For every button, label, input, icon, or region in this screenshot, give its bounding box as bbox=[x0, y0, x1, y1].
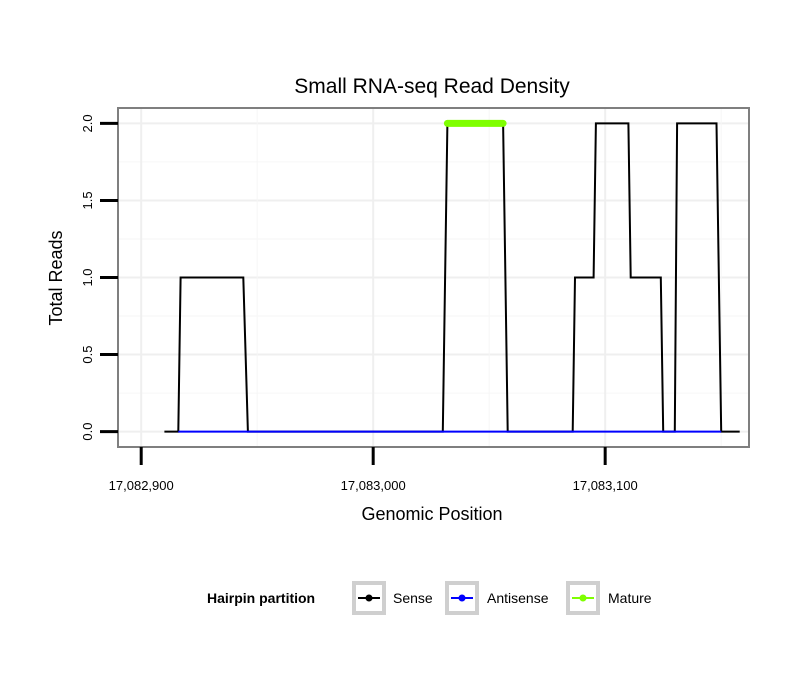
y-axis-title: Total Reads bbox=[46, 230, 66, 325]
series-layer bbox=[164, 119, 740, 433]
legend-key-point bbox=[458, 594, 466, 602]
y-tick-label: 1.0 bbox=[80, 268, 95, 286]
x-tick-label: 17,083,100 bbox=[573, 478, 638, 493]
legend-key-point bbox=[365, 594, 373, 602]
legend-item-sense: Sense bbox=[352, 581, 433, 615]
legend-item-mature: Mature bbox=[566, 581, 652, 615]
legend-item-antisense: Antisense bbox=[445, 581, 549, 615]
y-tick-label: 0.5 bbox=[80, 346, 95, 364]
legend-label: Sense bbox=[393, 590, 433, 606]
y-tick-label: 2.0 bbox=[80, 114, 95, 132]
legend-label: Antisense bbox=[487, 590, 549, 606]
x-axis: 17,082,900 17,083,000 17,083,100 bbox=[109, 447, 638, 493]
y-tick-label: 1.5 bbox=[80, 191, 95, 209]
chart-title: Small RNA-seq Read Density bbox=[294, 75, 570, 98]
y-tick-label: 0.0 bbox=[80, 423, 95, 441]
series-line-sense bbox=[164, 122, 740, 433]
x-tick-label: 17,082,900 bbox=[109, 478, 174, 493]
legend-key-point bbox=[579, 594, 587, 602]
legend-label: Mature bbox=[608, 590, 652, 606]
x-tick-label: 17,083,000 bbox=[341, 478, 406, 493]
x-axis-title: Genomic Position bbox=[361, 504, 502, 524]
legend-items: Sense Antisense Mature bbox=[352, 581, 652, 615]
legend-title: Hairpin partition bbox=[207, 590, 315, 606]
legend: Hairpin partition Sense Antisense Mature bbox=[207, 581, 652, 615]
y-axis: 0.0 0.5 1.0 1.5 2.0 bbox=[80, 114, 118, 441]
